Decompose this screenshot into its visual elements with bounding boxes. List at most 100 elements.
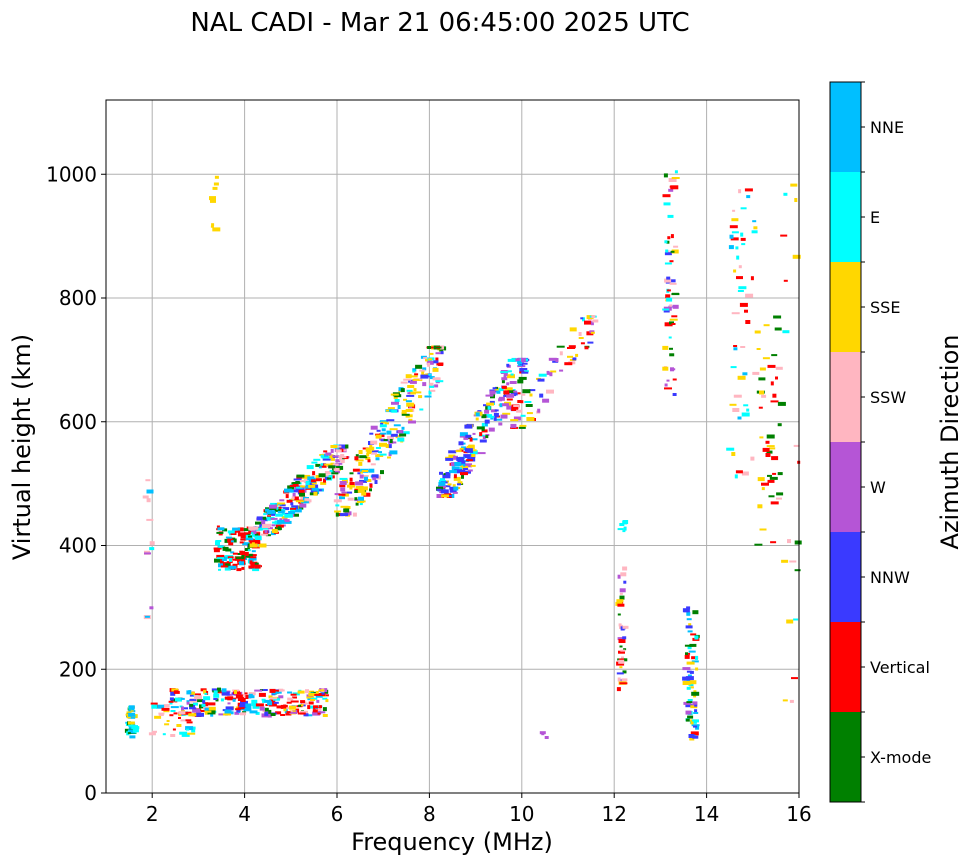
echo-point	[259, 706, 265, 711]
echo-point	[316, 699, 320, 703]
echo-point	[322, 458, 331, 461]
echo-point	[552, 360, 559, 363]
echo-point	[775, 366, 783, 370]
echo-point	[315, 463, 321, 467]
echo-point	[766, 445, 775, 448]
echo-point	[507, 374, 515, 379]
echo-point	[495, 418, 503, 421]
echo-point	[736, 276, 743, 280]
echo-point	[459, 432, 468, 437]
echo-point	[161, 707, 170, 711]
echo-point	[374, 480, 378, 484]
echo-point	[210, 225, 214, 228]
echo-point	[664, 322, 673, 327]
echo-point	[328, 475, 333, 479]
echo-point	[485, 394, 494, 397]
echo-point	[739, 302, 748, 307]
echo-point	[729, 403, 737, 406]
echo-point	[772, 393, 777, 398]
echo-point	[324, 463, 332, 466]
echo-point	[354, 456, 359, 461]
echo-point	[357, 488, 365, 493]
colorbar-segment	[830, 352, 861, 442]
echo-point	[227, 556, 234, 559]
echo-point	[255, 527, 263, 531]
echo-point	[243, 528, 251, 532]
echo-point	[361, 491, 367, 496]
echo-point	[330, 462, 335, 467]
echo-point	[469, 450, 478, 455]
echo-point	[794, 540, 802, 545]
echo-point	[349, 472, 354, 475]
echo-point	[409, 391, 416, 395]
echo-point	[449, 470, 457, 474]
echo-point	[234, 690, 237, 694]
echo-point	[738, 265, 742, 269]
echo-point	[126, 711, 132, 714]
echo-point	[300, 501, 309, 504]
echo-point	[580, 317, 584, 320]
echo-point	[154, 715, 162, 719]
echo-point	[509, 381, 517, 384]
echo-point	[240, 700, 248, 705]
echo-point	[222, 546, 229, 551]
echo-point	[203, 702, 209, 707]
echo-point	[794, 569, 801, 572]
x-tick-label: 6	[331, 802, 344, 826]
echo-point	[269, 699, 276, 704]
echo-point	[290, 502, 294, 506]
echo-point	[385, 444, 390, 448]
echo-point	[669, 282, 677, 285]
echo-point	[521, 393, 526, 396]
echo-point	[428, 358, 433, 361]
echo-point	[449, 488, 457, 493]
echo-point	[519, 424, 527, 427]
echo-point	[503, 372, 508, 376]
echo-point	[460, 468, 466, 473]
echo-point	[511, 407, 519, 411]
echo-point	[271, 511, 276, 516]
echo-point	[305, 714, 313, 717]
echo-point	[363, 492, 371, 497]
echo-point	[237, 707, 245, 710]
echo-point	[318, 489, 322, 492]
echo-point	[337, 445, 342, 448]
echo-point	[669, 260, 674, 263]
echo-point	[279, 504, 286, 507]
echo-point	[152, 730, 157, 733]
echo-point	[664, 383, 668, 387]
echo-point	[559, 351, 563, 356]
echo-point	[618, 659, 625, 664]
echo-point	[687, 715, 694, 719]
echo-point	[745, 320, 751, 324]
echo-point	[306, 465, 314, 470]
echo-point	[668, 178, 677, 182]
echo-point	[383, 439, 388, 441]
echo-point	[128, 715, 136, 719]
echo-point	[451, 466, 455, 470]
echo-point	[787, 539, 791, 544]
echo-point	[215, 541, 220, 546]
echo-point	[386, 435, 394, 440]
echo-point	[409, 380, 417, 384]
echo-point	[386, 409, 389, 412]
echo-point	[405, 409, 413, 412]
echo-point	[518, 426, 526, 429]
echo-point	[261, 520, 266, 525]
echo-point	[305, 481, 310, 485]
echo-point	[264, 707, 269, 712]
echo-point	[767, 479, 775, 483]
echo-point	[234, 711, 240, 715]
echo-point	[356, 501, 364, 503]
echo-point	[754, 330, 761, 334]
echo-point	[419, 369, 426, 372]
echo-point	[494, 409, 499, 412]
echo-point	[296, 474, 305, 478]
echo-point	[219, 560, 224, 564]
echo-point	[498, 396, 505, 401]
echo-point	[170, 734, 176, 737]
echo-point	[181, 706, 184, 711]
echo-point	[315, 475, 320, 478]
echo-point	[267, 713, 272, 718]
echo-point	[685, 710, 692, 715]
